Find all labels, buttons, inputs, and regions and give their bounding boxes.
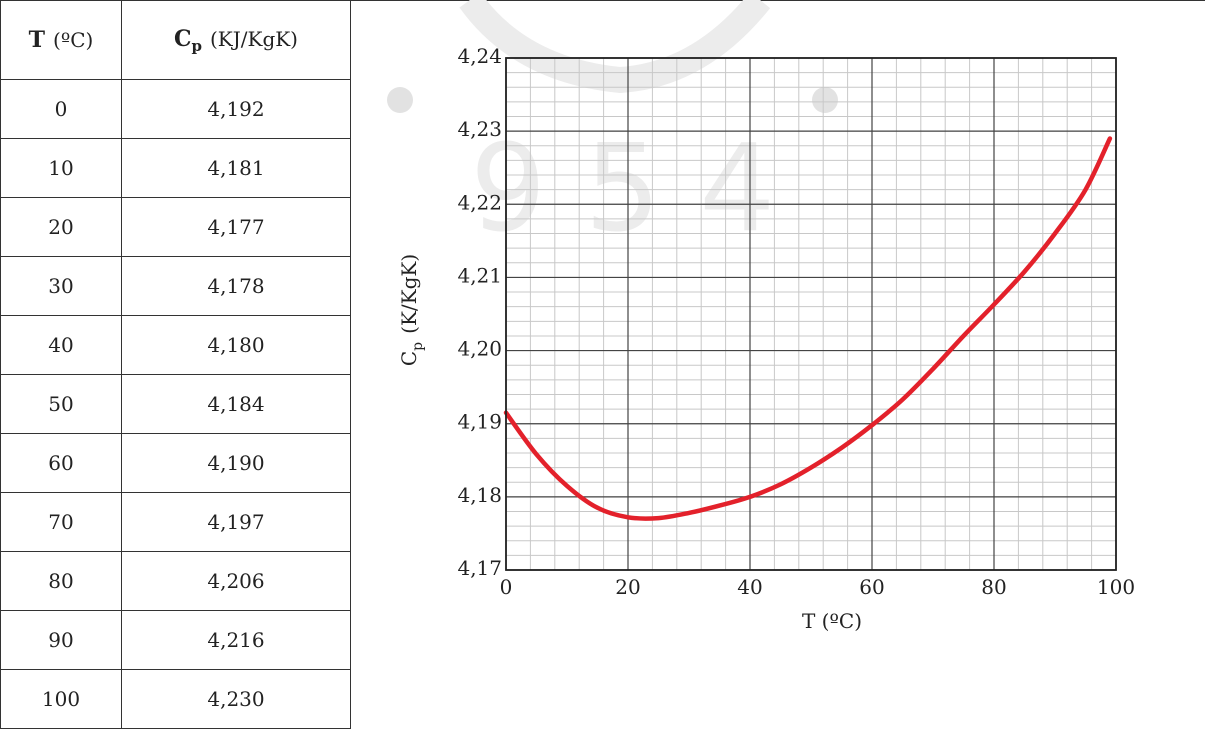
- cell-cp: 4,180: [121, 315, 351, 375]
- cell-t: 20: [0, 197, 122, 257]
- table-header-row: T (ºC) Cp (KJ/KgK): [0, 0, 351, 80]
- cell-cp: 4,230: [121, 669, 351, 729]
- cell-t: 90: [0, 610, 122, 670]
- cell-cp: 4,178: [121, 256, 351, 316]
- cell-cp: 4,216: [121, 610, 351, 670]
- axes: [505, 57, 1117, 571]
- cell-t: 80: [0, 551, 122, 611]
- table-row: 40 4,180: [0, 315, 351, 375]
- y-tick-label: 4,19: [457, 410, 502, 434]
- table-row: 50 4,184: [0, 374, 351, 434]
- y-tick-label: 4,24: [457, 44, 502, 68]
- table-row: 60 4,190: [0, 433, 351, 493]
- y-tick-label: 4,22: [457, 190, 502, 214]
- table-row: 70 4,197: [0, 492, 351, 552]
- table-row: 100 4,230: [0, 669, 351, 729]
- cell-t: 40: [0, 315, 122, 375]
- x-tick-label: 40: [737, 575, 762, 599]
- x-tick-label: 100: [1097, 575, 1135, 599]
- y-tick-label: 4,18: [457, 483, 502, 507]
- y-axis-label-symbol: C: [397, 351, 421, 366]
- header-cp: Cp (KJ/KgK): [121, 0, 351, 80]
- series-layer: [503, 136, 1113, 521]
- cp-vs-temperature-chart: 0 20 40 60 80 100 4,17 4,18 4,19 4,20 4,21 4,22 4,23…: [397, 44, 1135, 633]
- cell-cp: 4,184: [121, 374, 351, 434]
- minor-grid: [505, 57, 1117, 571]
- y-tick-label: 4,17: [457, 556, 502, 580]
- table-row: 30 4,178: [0, 256, 351, 316]
- cell-cp: 4,197: [121, 492, 351, 552]
- cell-cp: 4,192: [121, 79, 351, 139]
- y-axis-label-subscript: p: [410, 342, 426, 351]
- series-line-cp: [503, 136, 1113, 521]
- table-row: 80 4,206: [0, 551, 351, 611]
- cell-cp: 4,181: [121, 138, 351, 198]
- cell-cp: 4,190: [121, 433, 351, 493]
- cp-table: T (ºC) Cp (KJ/KgK) 0 4,192 10 4,181 20 4,177 …: [0, 0, 351, 729]
- x-tick-label: 0: [500, 575, 513, 599]
- y-tick-label: 4,21: [457, 263, 502, 287]
- x-tick-label: 80: [981, 575, 1006, 599]
- table-row: 0 4,192: [0, 79, 351, 139]
- y-axis-label: Cp (K/KgK): [397, 254, 426, 366]
- x-axis-label: T (ºC): [802, 609, 862, 633]
- cell-t: 50: [0, 374, 122, 434]
- cell-t: 60: [0, 433, 122, 493]
- cell-t: 100: [0, 669, 122, 729]
- table-row: 10 4,181: [0, 138, 351, 198]
- table-row: 20 4,177: [0, 197, 351, 257]
- plot-frame: [505, 57, 1117, 571]
- x-tick-label: 20: [615, 575, 640, 599]
- y-tick-label: 4,20: [457, 337, 502, 361]
- cell-t: 10: [0, 138, 122, 198]
- tick-labels: 0 20 40 60 80 100 4,17 4,18 4,19 4,20 4,21 4,22 4,23…: [457, 44, 1135, 599]
- cell-t: 30: [0, 256, 122, 316]
- header-t: T (ºC): [0, 0, 122, 80]
- cell-t: 0: [0, 79, 122, 139]
- major-grid: [505, 57, 1117, 571]
- y-axis-label-unit: (K/KgK): [397, 254, 421, 334]
- y-tick-label: 4,23: [457, 117, 502, 141]
- x-tick-label: 60: [859, 575, 884, 599]
- cell-t: 70: [0, 492, 122, 552]
- cell-cp: 4,177: [121, 197, 351, 257]
- cell-cp: 4,206: [121, 551, 351, 611]
- table-row: 90 4,216: [0, 610, 351, 670]
